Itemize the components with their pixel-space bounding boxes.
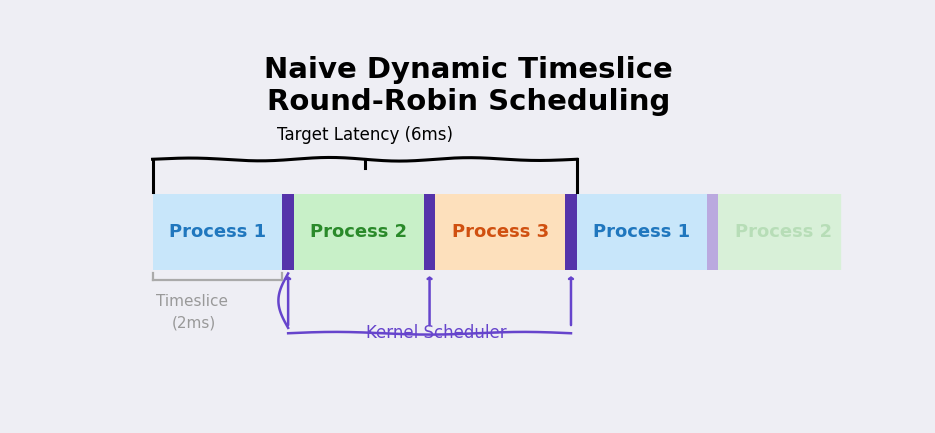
Text: Process 2: Process 2 xyxy=(735,223,831,241)
Bar xyxy=(835,194,838,270)
Text: Timeslice: Timeslice xyxy=(156,294,228,309)
Bar xyxy=(152,194,282,270)
Text: Kernel Scheduler: Kernel Scheduler xyxy=(366,324,507,342)
Bar xyxy=(790,194,793,270)
Bar xyxy=(728,194,731,270)
Text: Process 1: Process 1 xyxy=(593,223,690,241)
Bar xyxy=(784,194,786,270)
Bar xyxy=(797,194,799,270)
Bar xyxy=(780,194,783,270)
Bar xyxy=(792,194,795,270)
Bar xyxy=(707,194,718,270)
Bar xyxy=(754,194,755,270)
Bar xyxy=(565,194,577,270)
Bar xyxy=(733,194,735,270)
Bar xyxy=(811,194,813,270)
Bar xyxy=(751,194,754,270)
Bar xyxy=(424,194,436,270)
Bar xyxy=(282,194,294,270)
Bar xyxy=(747,194,750,270)
Bar xyxy=(814,194,817,270)
Bar xyxy=(741,194,743,270)
Bar xyxy=(739,194,741,270)
Bar xyxy=(823,194,826,270)
Bar xyxy=(819,194,822,270)
Text: Process 3: Process 3 xyxy=(452,223,549,241)
Bar xyxy=(800,194,803,270)
Bar xyxy=(737,194,740,270)
Text: Target Latency (6ms): Target Latency (6ms) xyxy=(277,126,453,144)
Bar xyxy=(833,194,836,270)
Bar xyxy=(718,194,842,270)
Bar xyxy=(755,194,758,270)
Bar xyxy=(771,194,774,270)
Bar xyxy=(821,194,824,270)
Bar xyxy=(802,194,805,270)
Bar xyxy=(807,194,810,270)
Bar xyxy=(726,194,729,270)
Bar xyxy=(294,194,424,270)
Bar xyxy=(718,194,721,270)
Bar xyxy=(776,194,779,270)
Bar xyxy=(436,194,565,270)
Bar xyxy=(766,194,769,270)
Bar xyxy=(757,194,760,270)
Bar xyxy=(730,194,733,270)
Bar xyxy=(577,194,707,270)
Bar xyxy=(804,194,807,270)
Bar xyxy=(745,194,748,270)
Bar xyxy=(759,194,762,270)
Bar xyxy=(829,194,832,270)
Bar xyxy=(778,194,781,270)
Bar xyxy=(825,194,827,270)
Bar xyxy=(809,194,812,270)
Bar xyxy=(749,194,752,270)
Bar xyxy=(764,194,766,270)
Bar xyxy=(817,194,820,270)
Text: Naive Dynamic Timeslice
Round-Robin Scheduling: Naive Dynamic Timeslice Round-Robin Sche… xyxy=(264,56,673,116)
Bar xyxy=(725,194,727,270)
Bar xyxy=(735,194,738,270)
Bar xyxy=(723,194,725,270)
Bar xyxy=(743,194,745,270)
Bar xyxy=(761,194,764,270)
Text: Process 1: Process 1 xyxy=(169,223,266,241)
Bar xyxy=(786,194,789,270)
Text: (2ms): (2ms) xyxy=(172,316,216,331)
Bar xyxy=(831,194,834,270)
Bar xyxy=(794,194,797,270)
Bar xyxy=(838,194,840,270)
Bar xyxy=(798,194,801,270)
Bar xyxy=(773,194,776,270)
Bar xyxy=(788,194,791,270)
Bar xyxy=(782,194,784,270)
Bar xyxy=(840,194,842,270)
Text: Process 2: Process 2 xyxy=(310,223,408,241)
Bar xyxy=(827,194,830,270)
Bar xyxy=(813,194,815,270)
Bar xyxy=(768,194,770,270)
Bar xyxy=(770,194,772,270)
Bar xyxy=(720,194,723,270)
